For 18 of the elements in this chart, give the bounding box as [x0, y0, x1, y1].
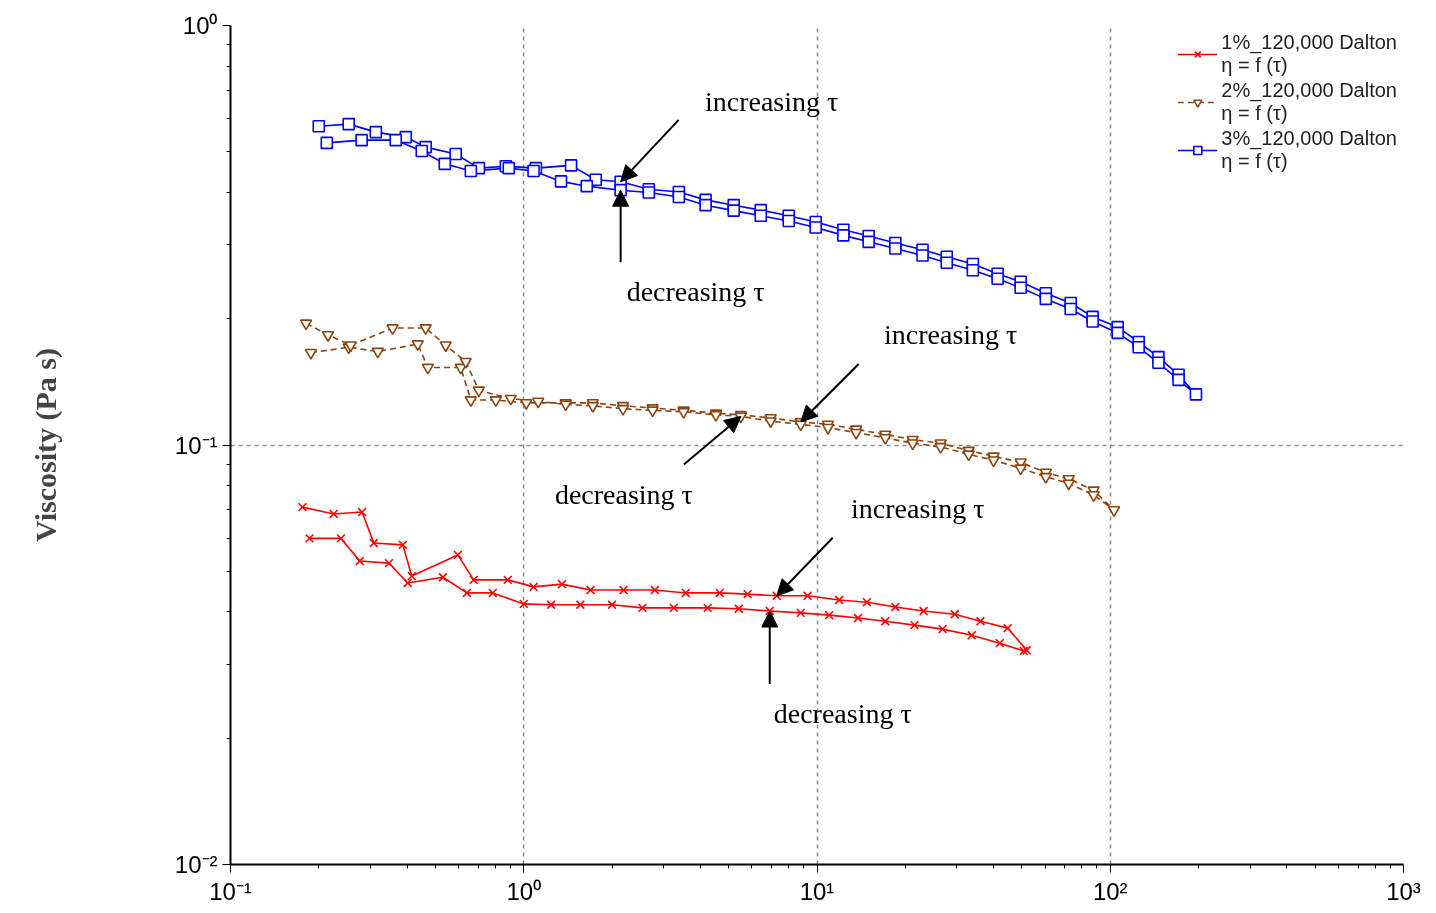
y-axis-title: Viscosity (Pa s): [28, 348, 63, 542]
annotation: decreasing τ: [773, 697, 912, 729]
y-tick-label: 10⁻¹: [174, 431, 218, 459]
x-tick-label: 10³: [1386, 877, 1421, 905]
x-tick-label: 10²: [1092, 877, 1128, 905]
legend-label: 1%_120,000 Dalton η = f (τ): [1221, 31, 1397, 77]
legend-label: 3%_120,000 Dalton η = f (τ): [1221, 127, 1397, 173]
annotation: increasing τ: [704, 86, 839, 118]
annotation: decreasing τ: [554, 478, 693, 510]
x-tick-label: 10¹: [799, 877, 835, 905]
annotation: increasing τ: [851, 493, 985, 525]
x-tick-label: 10⁻¹: [209, 877, 252, 905]
annotation: decreasing τ: [626, 275, 765, 307]
y-tick-label: 10⁰: [182, 12, 218, 39]
legend-label: 2%_120,000 Dalton η = f (τ): [1221, 79, 1397, 125]
annotation: increasing τ: [884, 319, 1018, 351]
x-tick-label: 10⁰: [506, 877, 542, 905]
y-tick-label: 10⁻²: [174, 851, 218, 878]
